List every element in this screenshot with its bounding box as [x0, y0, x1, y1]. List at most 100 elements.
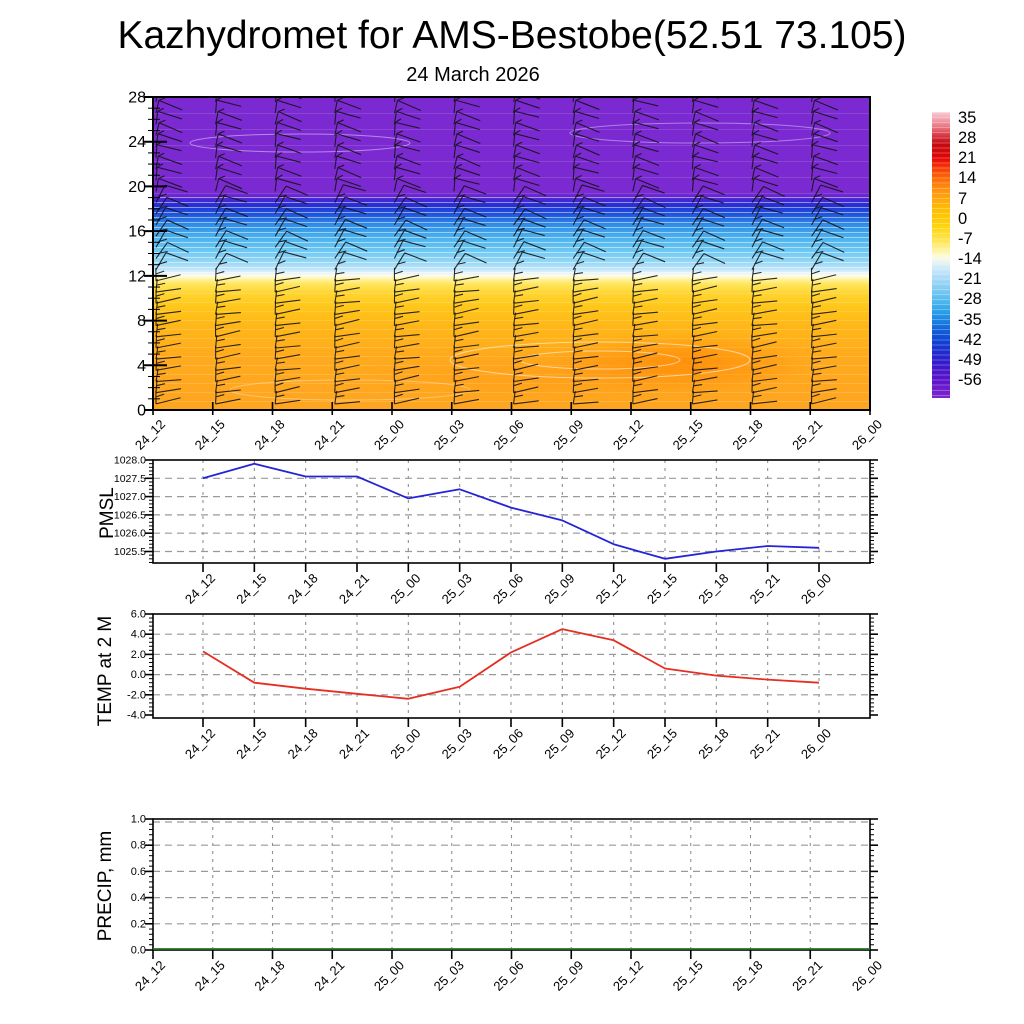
svg-text:25_12: 25_12	[593, 726, 629, 762]
svg-text:12: 12	[128, 268, 146, 285]
svg-text:0.0: 0.0	[131, 669, 146, 681]
cross-section-panel	[153, 97, 870, 410]
colorbar-label: -14	[958, 250, 982, 269]
svg-text:25_09: 25_09	[550, 958, 586, 994]
svg-text:8: 8	[137, 313, 146, 330]
svg-text:25_18: 25_18	[729, 417, 765, 453]
svg-text:26_00: 26_00	[849, 958, 885, 994]
svg-text:25_09: 25_09	[541, 726, 577, 762]
svg-text:25_18: 25_18	[729, 958, 765, 994]
svg-text:25_00: 25_00	[387, 726, 423, 762]
colorbar-label: -7	[958, 229, 973, 248]
horizontal-gridlines	[153, 633, 870, 696]
svg-text:25_00: 25_00	[371, 417, 407, 453]
svg-text:25_03: 25_03	[439, 571, 475, 607]
svg-text:20: 20	[128, 179, 146, 196]
svg-text:24_12: 24_12	[182, 571, 218, 607]
svg-text:24_21: 24_21	[311, 417, 347, 453]
warm-air-core	[553, 333, 813, 391]
svg-text:24_21: 24_21	[336, 571, 372, 607]
svg-text:25_03: 25_03	[431, 958, 467, 994]
svg-text:25_06: 25_06	[490, 726, 526, 762]
vertical-gridlines	[202, 614, 820, 718]
svg-text:26_00: 26_00	[798, 571, 834, 607]
svg-text:24_21: 24_21	[336, 726, 372, 762]
vertical-gridlines	[202, 460, 820, 563]
svg-text:24_15: 24_15	[233, 571, 269, 607]
svg-text:24_12: 24_12	[132, 417, 168, 453]
svg-text:25_06: 25_06	[490, 571, 526, 607]
colorbar-label: -21	[958, 270, 982, 289]
svg-text:25_00: 25_00	[387, 571, 423, 607]
svg-text:25_12: 25_12	[593, 571, 629, 607]
svg-text:25_18: 25_18	[695, 726, 731, 762]
svg-text:25_09: 25_09	[550, 417, 586, 453]
svg-text:0.6: 0.6	[131, 866, 146, 878]
svg-text:25_21: 25_21	[747, 726, 783, 762]
pmsl-line	[202, 462, 820, 560]
colorbar-label: -28	[958, 290, 982, 309]
svg-text:24_18: 24_18	[251, 417, 287, 453]
svg-text:25_15: 25_15	[670, 417, 706, 453]
colorbar-label: 0	[958, 209, 968, 228]
svg-text:28: 28	[128, 90, 146, 107]
svg-text:24_21: 24_21	[311, 958, 347, 994]
colorbar-label: -42	[958, 330, 982, 349]
value-axis	[145, 459, 878, 563]
svg-text:25_15: 25_15	[644, 726, 680, 762]
svg-text:24: 24	[128, 134, 146, 151]
horizontal-gridlines	[153, 821, 870, 925]
svg-text:25_03: 25_03	[431, 417, 467, 453]
svg-text:24_18: 24_18	[285, 571, 321, 607]
svg-text:25_15: 25_15	[670, 958, 706, 994]
colorbar-label: -35	[958, 310, 982, 329]
svg-text:4.0: 4.0	[131, 629, 146, 641]
colorbar-label: 14	[958, 169, 977, 188]
svg-text:0.2: 0.2	[131, 918, 146, 930]
svg-text:25_18: 25_18	[695, 571, 731, 607]
svg-text:24_18: 24_18	[251, 958, 287, 994]
svg-text:4: 4	[137, 358, 146, 375]
svg-text:1.0: 1.0	[131, 814, 146, 826]
page-title: Kazhydromet for AMS-Bestobe(52.51 73.105…	[117, 14, 907, 57]
svg-text:0.8: 0.8	[131, 840, 146, 852]
svg-text:25_06: 25_06	[490, 958, 526, 994]
svg-text:6.0: 6.0	[131, 609, 146, 621]
svg-text:26_00: 26_00	[849, 417, 885, 453]
horizontal-gridlines	[153, 477, 870, 553]
svg-text:24_15: 24_15	[192, 417, 228, 453]
svg-text:0: 0	[137, 403, 146, 420]
vertical-gridlines	[212, 819, 811, 950]
svg-text:25_06: 25_06	[490, 417, 526, 453]
colorbar-label: 7	[958, 189, 968, 208]
svg-text:0.0: 0.0	[131, 945, 146, 957]
colorbar-label: 28	[958, 129, 977, 148]
svg-text:25_21: 25_21	[789, 417, 825, 453]
svg-text:24_15: 24_15	[192, 958, 228, 994]
precip-axis-title: PRECIP, mm	[95, 830, 116, 942]
svg-text:-4.0: -4.0	[127, 710, 146, 722]
contour-lines-transition	[153, 197, 870, 274]
svg-text:25_21: 25_21	[747, 571, 783, 607]
value-axis	[145, 613, 878, 716]
chart-date-subtitle: 24 March 2026	[406, 64, 540, 86]
svg-text:16: 16	[128, 224, 146, 241]
temp-chart: 6.0 4.0 2.0 0.0 -2.0 -4.0 24_12 24_15 24_18 24_21…	[127, 609, 878, 762]
colorbar-label: -56	[958, 370, 982, 389]
colorbar-label: 21	[958, 149, 977, 168]
temp-at-2-m-line	[202, 628, 820, 700]
svg-text:-2.0: -2.0	[127, 689, 146, 701]
pmsl-axis-title: PMSL	[97, 487, 118, 539]
svg-text:24_12: 24_12	[132, 958, 168, 994]
pmsl-chart: 1028.01027.51027.01026.51026.01025.524_1…	[114, 455, 878, 607]
svg-text:25_00: 25_00	[371, 958, 407, 994]
svg-text:25_15: 25_15	[644, 571, 680, 607]
svg-text:25_09: 25_09	[541, 571, 577, 607]
colorbar-label: 35	[958, 109, 977, 127]
svg-text:25_12: 25_12	[610, 417, 646, 453]
temp-axis-title: TEMP at 2 M	[95, 615, 116, 727]
svg-text:2.0: 2.0	[131, 649, 146, 661]
contour-lines-upper	[153, 97, 870, 197]
colorbar-label: -49	[958, 350, 982, 369]
